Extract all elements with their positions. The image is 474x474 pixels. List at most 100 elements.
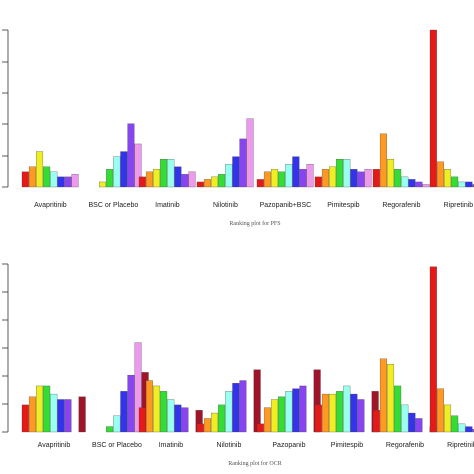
ocr-bar [472,429,474,433]
ocr-bar [21,404,29,433]
pfs-bar [57,176,65,188]
pfs-category-label: Avapritinib [34,202,67,209]
pfs-bar [246,118,254,188]
pfs-category-label: Imatinib [155,202,180,209]
pfs-bar [120,151,128,188]
ocr-bar [408,412,416,433]
pfs-bar [465,181,473,188]
pfs-bar [113,156,121,188]
ocr-bar [436,388,444,433]
ocr-bar [253,369,261,433]
pfs-bar [336,158,344,188]
ocr-category-label: BSC or Placebo [92,442,142,449]
ocr-y-ticks [2,263,8,433]
pfs-bar [138,176,146,188]
ocr-bar [181,407,189,433]
ocr-bar [321,393,329,433]
ocr-bar [465,426,473,433]
pfs-bar [350,169,358,188]
ocr-bar [429,266,437,433]
ocr-bar [145,380,153,433]
pfs-bar [394,169,402,188]
pfs-bar [28,166,36,188]
ocr-x-axis-title: Ranking plot for OCR [228,460,282,467]
ocr-bar [350,393,358,433]
pfs-bar [225,164,233,188]
pfs-bar [278,171,286,188]
pfs-bar [364,169,372,188]
pfs-bar [357,171,365,188]
ocr-bar [379,358,387,433]
pfs-bar [181,174,189,188]
pfs-bar [444,169,452,188]
pfs-y-ticks [2,29,8,188]
ocr-bar [113,415,121,433]
ocr-bar [278,396,286,433]
pfs-bar [436,161,444,188]
pfs-bar [387,158,395,188]
pfs-bar [329,166,337,188]
ocr-bar [43,385,51,433]
ocr-category-label: Pazopanib [272,442,305,449]
ocr-bar [134,342,142,433]
ocr-bar [329,393,337,433]
pfs-bar [401,176,409,188]
ocr-bar [271,399,279,433]
pfs-bar [422,184,430,188]
pfs-bar [43,166,51,188]
ocr-bar [167,399,175,433]
pfs-bar [127,123,135,188]
ocr-bar [444,404,452,433]
pfs-bar [64,176,72,188]
pfs-panel: Avapritinib BSC or Placebo Imatinib Nilotin… [2,29,474,227]
pfs-bar [196,181,204,188]
pfs-bar [50,171,58,188]
pfs-bar [211,176,219,188]
ocr-bar [285,391,293,433]
ocr-bar [314,404,322,433]
ocr-bar [225,391,233,433]
pfs-bar [321,169,329,188]
ocr-bar [372,410,380,433]
pfs-category-label: Ripretinib [444,202,474,209]
ocr-bar [50,393,58,433]
ocr-bar [256,423,264,433]
ocr-bar [174,404,182,433]
pfs-bars [21,29,474,188]
pfs-bar [451,176,459,188]
ocr-category-label: Pimitespib [331,442,363,449]
pfs-bar [203,179,211,188]
ocr-bar [451,415,459,433]
pfs-category-label: Pazopanib+BSC [260,202,312,209]
pfs-bar [472,184,474,188]
ocr-bar [292,388,300,433]
pfs-bar [160,158,168,188]
ocr-bar [138,407,146,433]
pfs-bar [372,169,380,188]
pfs-bar [153,169,161,188]
ocr-category-label: Imatinib [159,442,184,449]
ocr-bar [343,385,351,433]
pfs-bar [458,181,466,188]
ocr-bar [78,396,86,433]
pfs-bar [232,156,240,188]
pfs-bar [99,181,107,188]
pfs-bar [106,169,114,188]
ocr-category-label: Nilotinib [216,442,241,449]
ocr-bar [387,364,395,433]
pfs-bar [263,171,271,188]
ocr-bar [28,396,36,433]
ocr-bar [127,374,135,433]
pfs-bar [292,156,300,188]
pfs-bar [145,171,153,188]
pfs-category-label: BSC or Placebo [88,202,138,209]
pfs-bar [36,151,44,188]
pfs-bar [306,164,314,188]
ocr-bar [57,399,65,433]
ocr-bar [394,385,402,433]
ocr-category-label: Avapritinib [38,442,71,449]
ocr-bar [120,391,128,433]
pfs-bar [256,179,264,188]
ocr-category-label: Ripretinib [447,442,474,449]
